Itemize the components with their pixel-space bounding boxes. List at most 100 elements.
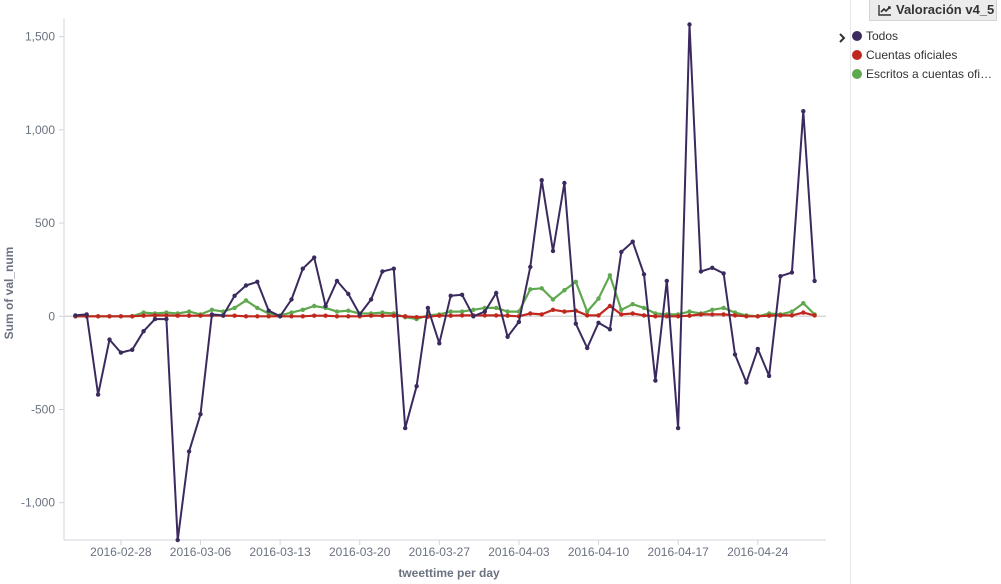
data-point[interactable] <box>95 314 101 319</box>
data-point[interactable] <box>312 313 317 318</box>
data-point[interactable] <box>130 314 135 319</box>
data-point[interactable] <box>141 310 146 315</box>
data-point[interactable] <box>448 309 453 314</box>
data-point[interactable] <box>459 309 465 314</box>
data-point[interactable] <box>346 308 351 313</box>
data-point[interactable] <box>607 327 613 332</box>
data-point[interactable] <box>164 316 169 322</box>
data-point[interactable] <box>243 283 249 288</box>
data-point[interactable] <box>448 293 453 298</box>
data-point[interactable] <box>391 266 396 271</box>
data-point[interactable] <box>425 305 431 311</box>
data-point[interactable] <box>414 384 419 389</box>
data-point[interactable] <box>653 378 658 383</box>
panel-title[interactable]: Valoración v4_5 <box>869 0 997 21</box>
data-point[interactable] <box>596 313 601 318</box>
data-point[interactable] <box>789 309 795 314</box>
data-point[interactable] <box>528 287 533 292</box>
data-point[interactable] <box>539 286 544 291</box>
data-point[interactable] <box>562 180 567 186</box>
data-point[interactable] <box>243 314 249 319</box>
data-point[interactable] <box>619 249 624 255</box>
data-point[interactable] <box>505 334 510 339</box>
data-point[interactable] <box>346 314 351 319</box>
data-point[interactable] <box>175 537 180 543</box>
data-point[interactable] <box>471 314 476 319</box>
data-point[interactable] <box>675 314 681 319</box>
data-point[interactable] <box>209 312 215 317</box>
data-point[interactable] <box>766 313 772 318</box>
data-point[interactable] <box>175 313 180 318</box>
data-point[interactable] <box>312 303 317 309</box>
data-point[interactable] <box>266 308 271 313</box>
data-point[interactable] <box>596 320 601 325</box>
data-point[interactable] <box>323 303 328 309</box>
data-point[interactable] <box>73 313 78 318</box>
data-point[interactable] <box>607 273 613 278</box>
data-point[interactable] <box>346 291 351 297</box>
data-point[interactable] <box>687 309 692 314</box>
data-point[interactable] <box>641 272 647 277</box>
data-point[interactable] <box>84 312 89 317</box>
data-point[interactable] <box>289 314 294 319</box>
data-point[interactable] <box>255 279 260 284</box>
legend-item-escritos[interactable]: Escritos a cuentas oficiales <box>852 64 998 83</box>
data-point[interactable] <box>300 314 305 319</box>
data-point[interactable] <box>619 307 624 312</box>
data-point[interactable] <box>107 337 112 342</box>
data-point[interactable] <box>687 313 692 318</box>
data-point[interactable] <box>368 313 374 318</box>
data-point[interactable] <box>368 297 374 302</box>
data-point[interactable] <box>550 297 556 302</box>
data-point[interactable] <box>130 347 135 352</box>
data-point[interactable] <box>528 311 533 316</box>
legend-item-cuentas-oficiales[interactable]: Cuentas oficiales <box>852 45 998 64</box>
data-point[interactable] <box>641 313 647 318</box>
data-point[interactable] <box>539 178 544 183</box>
data-point[interactable] <box>744 314 749 319</box>
data-point[interactable] <box>380 269 385 274</box>
data-point[interactable] <box>437 313 442 318</box>
data-point[interactable] <box>664 278 669 284</box>
data-point[interactable] <box>232 305 237 311</box>
data-point[interactable] <box>232 313 237 318</box>
data-point[interactable] <box>403 314 408 319</box>
data-point[interactable] <box>550 307 556 312</box>
data-point[interactable] <box>152 313 158 318</box>
data-point[interactable] <box>186 313 192 318</box>
data-point[interactable] <box>585 345 590 351</box>
data-point[interactable] <box>289 310 294 315</box>
data-point[interactable] <box>141 329 146 334</box>
data-point[interactable] <box>266 314 271 319</box>
data-point[interactable] <box>334 309 340 314</box>
data-point[interactable] <box>380 313 385 318</box>
data-point[interactable] <box>437 341 442 346</box>
data-point[interactable] <box>619 312 624 317</box>
data-point[interactable] <box>403 425 408 431</box>
data-point[interactable] <box>494 305 499 311</box>
data-point[interactable] <box>607 303 613 309</box>
data-point[interactable] <box>482 309 487 314</box>
data-point[interactable] <box>380 310 385 315</box>
data-point[interactable] <box>585 309 590 314</box>
data-point[interactable] <box>232 293 237 298</box>
data-point[interactable] <box>95 392 101 397</box>
data-point[interactable] <box>778 274 783 279</box>
data-point[interactable] <box>789 270 795 275</box>
data-point[interactable] <box>721 305 726 311</box>
data-point[interactable] <box>528 264 533 270</box>
data-point[interactable] <box>186 309 192 314</box>
legend-item-todos[interactable]: Todos <box>852 26 998 45</box>
data-point[interactable] <box>698 269 704 274</box>
data-point[interactable] <box>505 309 510 314</box>
data-point[interactable] <box>732 352 738 357</box>
data-point[interactable] <box>812 313 817 318</box>
data-point[interactable] <box>198 313 203 318</box>
data-point[interactable] <box>391 313 396 318</box>
data-point[interactable] <box>562 309 567 314</box>
data-point[interactable] <box>755 314 760 319</box>
data-point[interactable] <box>494 290 499 296</box>
data-point[interactable] <box>494 313 499 318</box>
data-point[interactable] <box>255 305 260 311</box>
data-point[interactable] <box>312 255 317 260</box>
